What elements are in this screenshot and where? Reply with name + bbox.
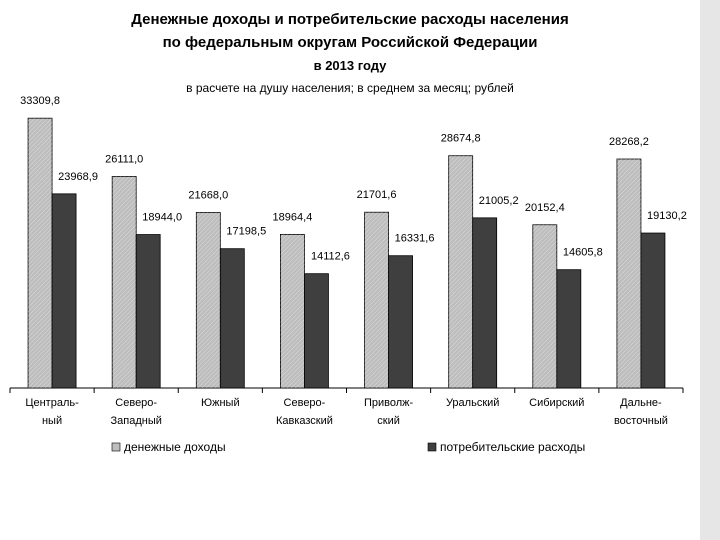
data-label: 20152,4 — [525, 202, 565, 214]
data-label: 21701,6 — [357, 189, 397, 201]
legend-swatch — [427, 442, 437, 452]
bar-hatch — [112, 176, 137, 388]
data-label: 33309,8 — [20, 95, 60, 107]
legend-label: потребительские расходы — [440, 440, 585, 454]
x-tick-label: Северо-Кавказский — [276, 397, 333, 427]
data-label: 21005,2 — [479, 195, 519, 207]
bar-hatch — [280, 234, 305, 388]
bar — [388, 255, 413, 389]
bar-hatch — [28, 118, 53, 389]
bar-hatch — [196, 212, 221, 388]
bar-hatch — [532, 224, 557, 388]
data-label: 14605,8 — [563, 247, 603, 259]
chart-title: по федеральным округам Российской Федера… — [163, 34, 538, 51]
bar — [640, 232, 666, 389]
data-label: 17198,5 — [226, 226, 266, 238]
data-label: 18944,0 — [142, 212, 182, 224]
x-tick-label: Уральский — [446, 397, 499, 409]
bar-hatch — [364, 212, 389, 388]
bar — [219, 248, 245, 389]
data-label: 23968,9 — [58, 171, 98, 183]
x-tick-label: Северо-Западный — [110, 397, 161, 427]
data-label: 28268,2 — [609, 136, 649, 148]
legend-label: денежные доходы — [124, 440, 226, 454]
data-label: 28674,8 — [441, 133, 481, 145]
x-tick-label: Приволж-ский — [364, 397, 414, 427]
data-label: 14112,6 — [311, 251, 350, 263]
bar — [472, 217, 498, 389]
page-edge — [700, 0, 720, 540]
chart-title: Денежные доходы и потребительские расход… — [131, 11, 568, 28]
bar — [304, 273, 329, 389]
bar — [135, 234, 161, 389]
data-label: 21668,0 — [188, 189, 228, 201]
x-tick-label: Сибирский — [529, 397, 584, 409]
data-label: 18964,4 — [273, 211, 313, 223]
bar-hatch — [448, 155, 473, 388]
data-label: 16331,6 — [395, 233, 435, 245]
x-tick-label: Южный — [201, 397, 240, 409]
bar-hatch — [616, 159, 641, 388]
data-label: 19130,2 — [647, 210, 687, 222]
bar — [556, 269, 582, 389]
x-tick-label: Централь-ный — [25, 397, 79, 427]
x-tick-label: Дальне-восточный — [614, 397, 668, 427]
legend-swatch — [111, 442, 121, 452]
bar — [51, 193, 77, 389]
chart-title: в 2013 году — [314, 58, 388, 73]
chart-subtitle: в расчете на душу населения; в среднем з… — [186, 81, 514, 95]
data-label: 26111,0 — [105, 154, 143, 166]
